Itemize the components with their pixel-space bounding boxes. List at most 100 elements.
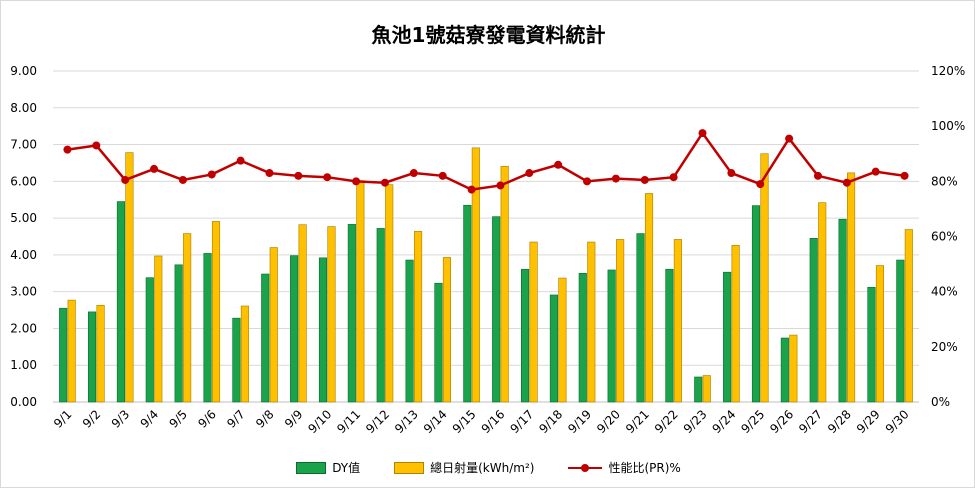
bar-irradiance	[385, 184, 394, 403]
x-tick-label: 9/12	[363, 407, 392, 436]
pr-line	[67, 130, 905, 191]
pr-point	[842, 178, 851, 187]
bar-irradiance	[154, 255, 163, 403]
bar-irradiance	[500, 165, 509, 403]
y-right-tick-label: 100%	[931, 119, 965, 133]
y-left-tick-label: 4.00	[10, 248, 37, 262]
bar-dy	[59, 307, 68, 403]
pr-point	[496, 181, 505, 190]
bar-dy	[232, 317, 241, 403]
x-tick-label: 9/16	[479, 407, 508, 436]
bar-dy	[578, 272, 587, 403]
bar-dy	[520, 268, 530, 403]
bar-dy	[492, 216, 501, 403]
pr-point	[236, 156, 245, 165]
bar-irradiance	[327, 226, 336, 403]
x-tick-label: 9/29	[854, 407, 883, 436]
bar-irradiance	[904, 229, 913, 403]
bar-dy	[723, 271, 732, 403]
bar-irradiance	[875, 265, 885, 403]
bar-irradiance	[414, 231, 423, 403]
bar-dy	[376, 228, 385, 403]
x-tick-label: 9/28	[825, 407, 854, 436]
pr-point	[323, 173, 332, 182]
x-tick-label: 9/15	[450, 407, 479, 436]
legend-swatch-pr	[568, 463, 603, 473]
bar-irradiance	[818, 202, 827, 403]
pr-point	[63, 145, 72, 154]
x-tick-label: 9/10	[305, 407, 334, 436]
legend: DY值 總日射量(kWh/m²) 性能比(PR)%	[1, 459, 975, 476]
pr-point	[900, 171, 909, 180]
x-tick-label: 9/9	[282, 407, 306, 431]
x-tick-label: 9/6	[195, 407, 219, 431]
y-left-tick-label: 5.00	[10, 211, 37, 225]
x-tick-label: 9/14	[421, 407, 450, 436]
x-tick-label: 9/25	[738, 407, 767, 436]
bar-irradiance	[298, 224, 307, 403]
pr-point	[583, 177, 592, 186]
x-tick-label: 9/27	[796, 407, 825, 436]
bar-dy	[434, 282, 443, 403]
bar-irradiance	[616, 239, 625, 403]
bar-dy	[607, 269, 616, 403]
bar-irradiance	[442, 257, 452, 403]
x-tick-label: 9/21	[623, 407, 652, 436]
pr-point	[438, 171, 447, 180]
y-right-tick-label: 80%	[931, 174, 958, 188]
x-tick-label: 9/4	[138, 407, 162, 431]
legend-item-pr: 性能比(PR)%	[568, 459, 681, 476]
legend-item-dy: DY值	[296, 459, 360, 476]
x-tick-label: 9/22	[652, 407, 681, 436]
x-tick-label: 9/8	[253, 407, 277, 431]
x-tick-label: 9/26	[767, 407, 796, 436]
bar-irradiance	[789, 334, 798, 403]
y-left-tick-label: 1.00	[10, 358, 37, 372]
bar-irradiance	[183, 233, 192, 403]
bar-irradiance	[269, 247, 278, 403]
bar-dy	[463, 204, 472, 403]
bar-irradiance	[847, 172, 856, 403]
pr-point	[669, 173, 678, 182]
y-left-tick-label: 9.00	[10, 64, 37, 78]
bar-dy	[347, 224, 356, 403]
legend-label-dy: DY值	[332, 461, 361, 475]
pr-point	[756, 180, 765, 189]
x-tick-label: 9/7	[224, 407, 248, 431]
bar-irradiance	[673, 239, 682, 403]
bar-dy	[174, 264, 183, 403]
x-tick-label: 9/3	[109, 407, 133, 431]
y-left-tick-label: 7.00	[10, 138, 37, 152]
bar-dy	[780, 337, 789, 403]
bar-dy	[261, 273, 270, 403]
legend-item-irradiance: 總日射量(kWh/m²)	[394, 459, 534, 476]
pr-point	[294, 171, 303, 180]
pr-point	[92, 141, 101, 150]
bar-dy	[896, 259, 905, 403]
pr-point	[554, 160, 563, 169]
pr-point	[611, 174, 620, 183]
bar-dy	[290, 255, 299, 403]
pr-point	[525, 169, 534, 178]
bar-irradiance	[644, 193, 654, 403]
x-tick-label: 9/5	[166, 407, 190, 431]
pr-point	[785, 134, 794, 143]
bar-irradiance	[240, 305, 249, 403]
chart-title: 魚池1號菇寮發電資料統計	[371, 23, 606, 47]
bar-irradiance	[731, 245, 740, 403]
y-left-tick-label: 0.00	[10, 395, 37, 409]
pr-point	[178, 175, 187, 184]
bar-irradiance	[760, 153, 769, 403]
pr-point	[871, 167, 880, 176]
pr-point	[150, 164, 159, 173]
bar-dy	[318, 257, 328, 403]
y-right-tick-label: 60%	[931, 230, 958, 244]
bar-irradiance	[356, 180, 365, 403]
y-left-tick-label: 8.00	[10, 101, 37, 115]
legend-label-pr: 性能比(PR)%	[608, 461, 681, 475]
x-tick-label: 9/23	[681, 407, 710, 436]
bar-dy	[405, 259, 414, 403]
y-left-tick-label: 3.00	[10, 285, 37, 299]
x-tick-label: 9/18	[536, 407, 565, 436]
legend-label-irradiance: 總日射量(kWh/m²)	[430, 461, 535, 475]
